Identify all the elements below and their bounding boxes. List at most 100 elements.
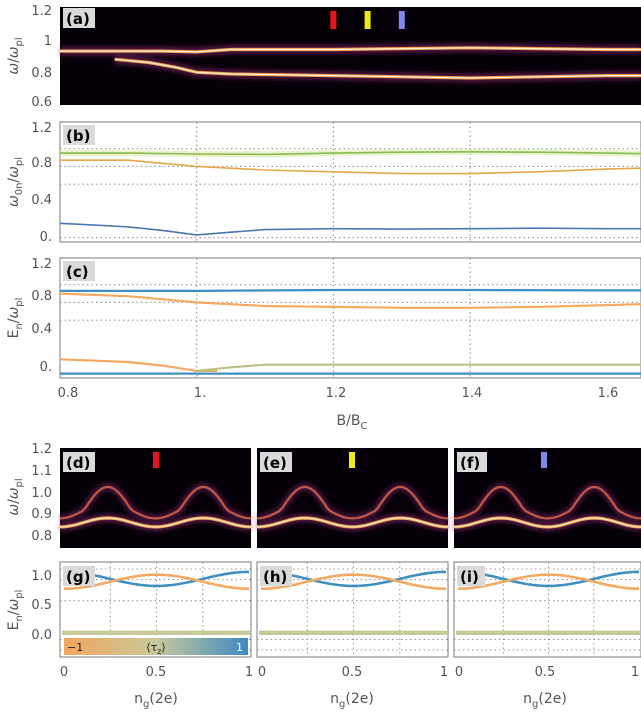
panel-b-ytick: 0.4 [31, 193, 52, 208]
band [59, 485, 252, 520]
panel-c: (c) 0. 0.4 0.8 1.2 0.8 1. 1.2 1.4 1.6 En… [6, 257, 641, 432]
panel-i-xtick: 0 [455, 665, 463, 680]
panel-c-xlabel: B/BC [337, 413, 368, 432]
panel-g-ylabel: En/ωpl [6, 590, 25, 631]
panel-i-xlabel: ng(2e) [523, 691, 567, 710]
panel-a-ytick: 0.6 [31, 95, 52, 110]
panel-c-xtick: 1. [194, 386, 206, 401]
panel-g-label: (g) [66, 568, 90, 586]
panel-d-ytick: 1.1 [31, 464, 52, 479]
panel-b: (b) 0. 0.4 0.8 1.2 ω0n/ωpl [6, 121, 641, 245]
panel-d-ytick: 0.8 [31, 529, 52, 544]
series-line [59, 292, 641, 309]
panel-b-ylabel: ω0n/ωpl [6, 157, 25, 207]
panel-b-frame [59, 121, 641, 243]
band [256, 485, 449, 520]
panel-h-label-box [260, 566, 292, 586]
panel-e-marker [349, 452, 355, 468]
panel-a-background [60, 7, 641, 105]
panels-def-bands [59, 482, 641, 531]
band-core [256, 517, 449, 528]
panel-g-xtick: 0.5 [146, 665, 167, 680]
panel-f-label-box [457, 452, 487, 472]
panel-c-series [59, 288, 641, 375]
panel-g-ytick: 0.0 [31, 628, 52, 643]
panel-a: (a) 0.6 0.8 1 1.2 ω/ωpl [6, 4, 641, 110]
panel-b-ytick: 1.2 [31, 121, 52, 136]
colorbar-label: ⟨τz⟩ [146, 641, 165, 656]
panel-d-ytick: 0.9 [31, 507, 52, 522]
series-line [60, 150, 641, 156]
colorbar [64, 638, 248, 655]
panel-d-yticks: 0.8 0.9 1.0 1.1 1.2 [31, 442, 52, 544]
panel-d-label-box [63, 452, 95, 472]
panel-c-ytick: 0. [40, 360, 52, 375]
panel-h-xtick: 0.5 [342, 665, 363, 680]
panel-c-yticks: 0. 0.4 0.8 1.2 [31, 257, 52, 375]
panel-a-bands [60, 43, 641, 83]
series-line [458, 573, 639, 590]
panel-a-markers [330, 11, 405, 29]
panels-d-e-f: (d) (e) (f) 0.8 0.9 1.0 1.1 1.2 ω/ωpl [6, 442, 641, 548]
panel-c-xtick: 1.2 [326, 386, 347, 401]
panel-g-xlabel: ng(2e) [134, 691, 178, 710]
panel-d-ylabel: ω/ωpl [6, 478, 25, 515]
panel-c-xtick: 1.4 [462, 386, 483, 401]
panel-d-ytick: 1.2 [31, 442, 52, 457]
panel-b-label: (b) [66, 127, 90, 145]
panel-g-ytick: 0.5 [31, 598, 52, 613]
series-line [59, 222, 641, 236]
panel-i-xtick: 1 [631, 665, 639, 680]
panel-c-ytick: 0.8 [31, 289, 52, 304]
panel-c-xtick: 0.8 [58, 386, 79, 401]
panel-a-ylabel: ω/ωpl [6, 37, 25, 74]
panel-a-yticks: 0.6 0.8 1 1.2 [31, 4, 52, 110]
panel-i-xticks: 0 0.5 1 [455, 665, 639, 680]
panel-g-ytick: 1.0 [31, 569, 52, 584]
panel-a-ytick: 0.8 [31, 66, 52, 81]
panel-c-xticks: 0.8 1. 1.2 1.4 1.6 [58, 386, 619, 401]
series-line [196, 363, 641, 372]
panel-g-xtick: 1 [245, 665, 253, 680]
panel-b-ytick: 0. [40, 230, 52, 245]
panel-c-label-box [63, 261, 95, 281]
panel-i-label-box [457, 566, 485, 586]
panel-a-band-core [60, 47, 641, 53]
panel-a-ytick: 1.2 [31, 4, 52, 19]
panel-c-ytick: 1.2 [31, 257, 52, 272]
panel-h-label: (h) [263, 568, 287, 586]
panel-h-xticks: 0 0.5 1 [258, 665, 448, 680]
panel-i-frame [453, 561, 641, 658]
panel-g-yticks: 0.0 0.5 1.0 [31, 569, 52, 643]
panel-b-label-box [63, 125, 95, 145]
panel-i-xtick: 0.5 [535, 665, 556, 680]
colorbar-min-label: −1 [67, 641, 83, 654]
panels-g-h-i: (g) (h) (i) −1 ⟨τz⟩ 1 0.0 0.5 1.0 En/ωpl… [6, 561, 641, 710]
panel-a-ytick: 1 [44, 34, 52, 49]
panel-e-label-box [260, 452, 292, 472]
series-line [60, 288, 641, 292]
panel-a-label: (a) [66, 10, 90, 28]
panel-f-marker [541, 452, 547, 468]
panel-a-marker [398, 11, 405, 29]
panel-a-marker [330, 11, 337, 29]
panel-h-xlabel: ng(2e) [330, 691, 374, 710]
band-core [59, 517, 252, 528]
panel-d-ytick: 1.0 [31, 486, 52, 501]
band-core [453, 517, 641, 528]
series-line [458, 570, 639, 588]
panel-a-marker [364, 11, 371, 29]
panel-a-label-box [63, 8, 95, 28]
panel-i-label: (i) [460, 568, 479, 586]
panel-d-marker [153, 452, 159, 468]
panel-b-yticks: 0. 0.4 0.8 1.2 [31, 121, 52, 245]
panel-a-band-core [114, 58, 641, 79]
colorbar-max-label: 1 [236, 641, 243, 654]
panel-c-ylabel: En/ωpl [6, 298, 25, 339]
panel-c-frame [59, 257, 641, 379]
panel-d-label: (d) [66, 454, 90, 472]
panel-h-xtick: 0 [258, 665, 266, 680]
panel-h-xtick: 1 [440, 665, 448, 680]
series-line [60, 159, 641, 175]
